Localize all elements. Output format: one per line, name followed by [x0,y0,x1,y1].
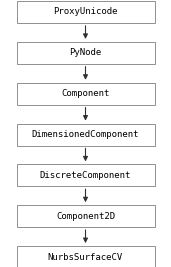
FancyBboxPatch shape [16,164,155,186]
Text: Component: Component [61,89,110,98]
FancyBboxPatch shape [16,246,155,267]
FancyBboxPatch shape [16,124,155,146]
Text: ProxyUnicode: ProxyUnicode [53,7,118,17]
FancyBboxPatch shape [16,1,155,23]
Text: DiscreteComponent: DiscreteComponent [40,171,131,180]
FancyBboxPatch shape [16,42,155,64]
Text: DimensionedComponent: DimensionedComponent [32,130,139,139]
Text: Component2D: Component2D [56,212,115,221]
FancyBboxPatch shape [16,83,155,105]
FancyBboxPatch shape [16,205,155,227]
Text: PyNode: PyNode [69,48,102,57]
Text: NurbsSurfaceCV: NurbsSurfaceCV [48,253,123,261]
